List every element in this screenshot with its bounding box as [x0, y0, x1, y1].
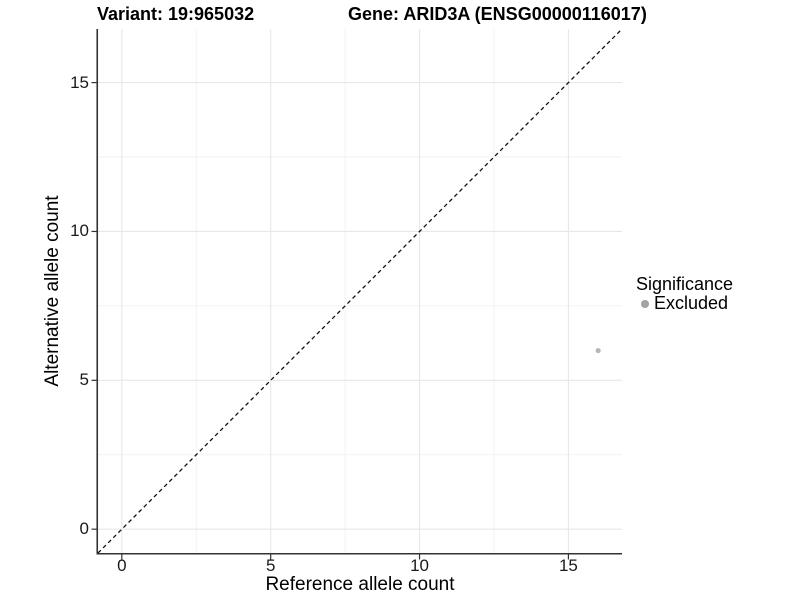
legend-key-dot-icon: [641, 300, 649, 308]
y-tick-label: 15: [70, 72, 89, 92]
x-tick-label: 15: [558, 556, 578, 575]
variant-title: Variant: 19:965032: [97, 4, 255, 24]
y-tick-label: 0: [79, 519, 89, 539]
gene-title: Gene: ARID3A (ENSG00000116017): [348, 4, 647, 24]
x-tick-label: 10: [410, 556, 429, 575]
legend-title: Significance: [636, 274, 734, 294]
y-tick-label: 5: [79, 370, 89, 390]
legend-item-label-excluded: Excluded: [654, 293, 729, 313]
y-axis-title: Alternative allele count: [42, 195, 63, 387]
x-axis-title: Reference allele count: [265, 574, 455, 595]
data-point: [595, 347, 601, 354]
x-tick-label: 5: [265, 556, 276, 575]
identity-dashed-line: [97, 28, 623, 554]
x-tick-label: 0: [117, 556, 127, 575]
y-tick-label: 10: [70, 221, 89, 241]
